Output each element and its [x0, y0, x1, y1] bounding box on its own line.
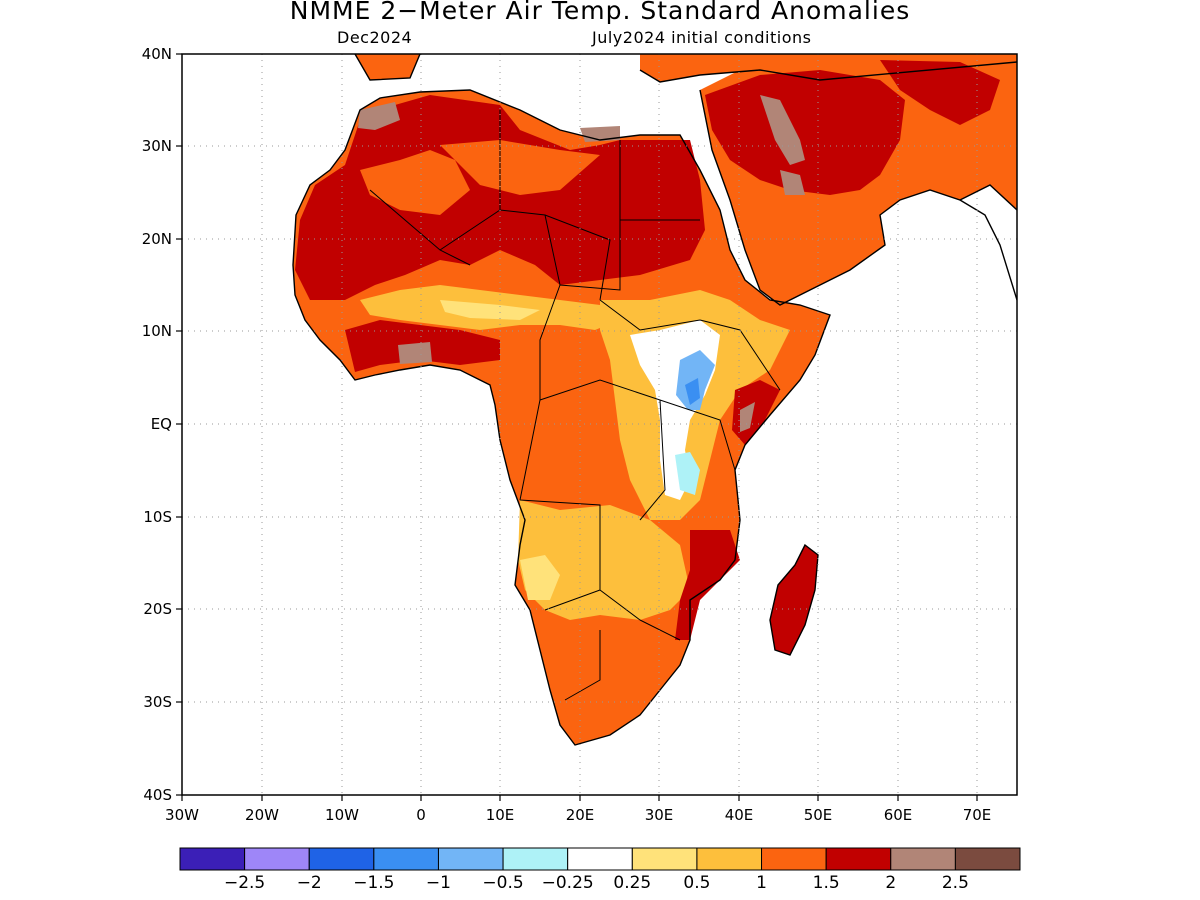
lat-label-20n: 20N: [142, 230, 172, 248]
colorbar-label: 2.5: [942, 873, 969, 893]
colorbar-label: 0.5: [683, 873, 710, 893]
madagascar-coastline: [769, 543, 819, 656]
lon-label-70e: 70E: [963, 806, 992, 824]
lon-label-20w: 20W: [245, 806, 279, 824]
sahel-pale-band: [440, 300, 540, 320]
longitude-labels: 30W 20W 10W 0 10E 20E 30E 40E 50E 60E 70…: [165, 806, 991, 824]
sahara-orange-pocket: [360, 150, 470, 215]
lon-label-10w: 10W: [325, 806, 359, 824]
tick-marks: [176, 53, 978, 801]
colorbar-swatch: [954, 847, 1021, 871]
colorbar-label: −1: [426, 873, 451, 893]
southern-africa-orange: [560, 630, 670, 735]
arabia-hot-anomaly: [705, 60, 1000, 195]
lon-label-10e: 10E: [486, 806, 515, 824]
country-borders: [369, 110, 781, 701]
colorbar-swatch: [373, 847, 439, 871]
colorbar-swatch: [179, 847, 246, 871]
colorbar-swatch: [696, 847, 763, 871]
lon-label-60e: 60E: [884, 806, 913, 824]
horn-extreme-patch: [740, 402, 755, 432]
colorbar-label: 1: [756, 873, 767, 893]
colorbar-swatch: [308, 847, 375, 871]
africa-coastline: [292, 89, 831, 746]
colorbar-label: −2.5: [224, 873, 265, 893]
lat-label-eq: EQ: [151, 415, 172, 433]
colorbar-swatch: [761, 847, 827, 871]
colorbar-swatch: [631, 847, 698, 871]
lat-label-40n: 40N: [142, 45, 172, 63]
lat-label-30s: 30S: [143, 693, 172, 711]
colorbar-labels: −2.5 −2 −1.5 −1 −0.5 −0.25 0.25 0.5 1 1.5 2 2.5: [224, 873, 969, 893]
arabia-extreme-patch: [760, 95, 805, 195]
lat-label-30n: 30N: [142, 137, 172, 155]
colorbar-label: 1.5: [813, 873, 840, 893]
colorbar: [179, 847, 1021, 871]
sahara-orange-pocket-2: [440, 140, 600, 195]
colorbar-label: −0.5: [482, 873, 523, 893]
colorbar-swatch: [890, 847, 956, 871]
colorbar-label: −2: [297, 873, 322, 893]
mozambique-hot-anomaly: [675, 530, 740, 640]
arabia-coastline: [699, 89, 1017, 306]
lat-label-10n: 10N: [142, 322, 172, 340]
colorbar-label: 2: [885, 873, 896, 893]
colorbar-swatch: [437, 847, 504, 871]
lon-label-30e: 30E: [645, 806, 674, 824]
coastlines: [292, 54, 1017, 746]
tanzania-pale-blue: [675, 452, 700, 495]
europe-strip: [355, 54, 1017, 82]
lon-label-20e: 20E: [566, 806, 595, 824]
namibia-pale-band: [520, 555, 560, 600]
lat-label-10s: 10S: [143, 508, 172, 526]
india-coastline: [959, 199, 1017, 301]
lon-label-40e: 40E: [725, 806, 754, 824]
latitude-labels: 40N 30N 20N 10N EQ 10S 20S 30S 40S: [142, 45, 172, 804]
lat-label-40s: 40S: [143, 786, 172, 804]
colorbar-swatch: [825, 847, 892, 871]
europe-coastline: [354, 54, 1017, 83]
lon-label-50e: 50E: [804, 806, 833, 824]
lon-label-0: 0: [416, 806, 426, 824]
colorbar-label: −0.25: [542, 873, 594, 893]
colorbar-label: −1.5: [353, 873, 394, 893]
colorbar-swatch: [244, 847, 310, 871]
lon-label-30w: 30W: [165, 806, 199, 824]
map-title: NMME 2−Meter Air Temp. Standard Anomalie…: [289, 0, 911, 25]
colorbar-label: 0.25: [613, 873, 651, 893]
target-month-label: Dec2024: [337, 28, 413, 47]
lat-label-20s: 20S: [143, 600, 172, 618]
colorbar-swatch: [502, 847, 569, 871]
madagascar-landmass: [770, 545, 818, 655]
colorbar-swatch: [567, 847, 633, 871]
initial-conditions-label: July2024 initial conditions: [592, 28, 812, 47]
west-africa-brown-patch: [398, 342, 432, 364]
lake-victoria-cold-core: [685, 378, 700, 405]
maghreb-extreme-patch: [358, 102, 400, 130]
angola-light-band: [518, 500, 690, 620]
